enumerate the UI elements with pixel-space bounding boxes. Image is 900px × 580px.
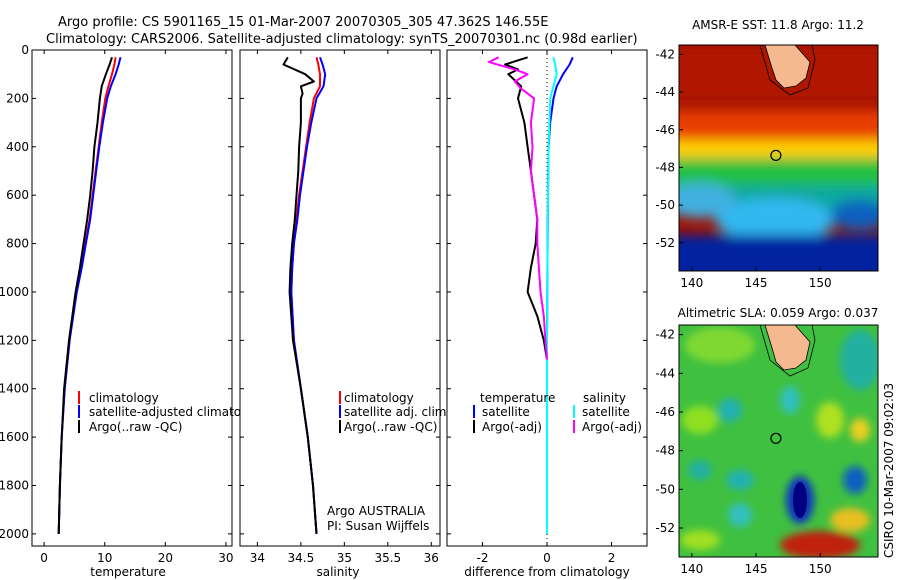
temperature-legend: climatology satellite-adjusted climatolo… [78, 391, 267, 434]
x-tick-label: 34 [250, 551, 265, 565]
temperature-series [57, 56, 122, 534]
salinity-x-axis: 34 34.5 35 35.5 36 [250, 50, 439, 565]
header-line-2: Climatology: CARS2006. Satellite-adjuste… [46, 32, 638, 47]
lon-tick-label: 150 [809, 562, 832, 576]
lat-tick-label: -46 [655, 405, 675, 419]
x-tick-label: 0 [40, 551, 48, 565]
argo-location-marker [770, 432, 782, 444]
salinity-legend: climatology satellite adj. clim. Argo(..… [339, 391, 450, 434]
x-tick-label: 2 [608, 551, 616, 565]
x-tick-label: 34.5 [288, 551, 315, 565]
lat-tick-label: -44 [655, 85, 675, 99]
lat-tick-label: -52 [655, 521, 675, 535]
series-line-salinity-satellite [546, 57, 558, 534]
legend-label-argo: Argo(..raw -QC) [89, 420, 182, 434]
legend-label-salinity-argo: Argo(-adj) [582, 420, 642, 434]
legend-header-salinity: salinity [583, 391, 626, 405]
difference-series [487, 56, 574, 534]
salinity-panel: 34 34.5 35 35.5 36 salinity climatology sate… [239, 49, 450, 579]
y-tick-label: 1600 [0, 430, 29, 444]
contour-icon [759, 45, 816, 96]
lon-tick-label: 140 [680, 276, 703, 290]
series-line-argo-raw-qc- [57, 56, 113, 534]
sst-map: AMSR-E SST: 11.8 Argo: 11.2 -42 -44 -46 -48… [655, 18, 879, 290]
legend-label-climatology: climatology [344, 391, 414, 405]
lat-tick-label: -50 [655, 482, 675, 496]
argo-location-marker [770, 149, 782, 161]
sst-map-frame [678, 44, 879, 272]
series-line-argo-raw-qc- [282, 56, 318, 534]
pi-label: PI: Susan Wijffels [327, 519, 429, 533]
lat-tick-label: -48 [655, 444, 675, 458]
legend-label-satellite: satellite adj. clim. [344, 405, 450, 419]
temperature-panel: 0 200 400 600 800 1000 1200 1400 1600 1800 2000 0 1… [0, 43, 267, 579]
header-line-1: Argo profile: CS 5901165_15 01-Mar-2007 … [58, 15, 548, 30]
x-tick-label: -2 [476, 551, 488, 565]
sla-map-axes: -42 -44 -46 -48 -50 -52 140 145 150 [655, 328, 831, 576]
lat-tick-label: -50 [655, 198, 675, 212]
temperature-x-axis: 0 10 20 30 [40, 50, 234, 565]
x-tick-label: 35.5 [374, 551, 401, 565]
lat-tick-label: -48 [655, 160, 675, 174]
sla-map-title: Altimetric SLA: 0.059 Argo: 0.037 [678, 306, 879, 320]
sst-map-axes: -42 -44 -46 -48 -50 -52 140 145 150 [655, 47, 831, 290]
y-tick-label: 1000 [0, 285, 29, 299]
salinity-plot-frame [239, 49, 441, 547]
contour-icon [759, 325, 816, 377]
temperature-plot-frame [31, 49, 233, 547]
x-tick-label: 20 [158, 551, 173, 565]
land-icon [764, 325, 811, 371]
x-tick-label: 36 [424, 551, 439, 565]
difference-depth-axis [447, 49, 647, 535]
y-tick-label: 1200 [0, 333, 29, 347]
lon-tick-label: 140 [680, 562, 703, 576]
legend-label-temperature-argo: Argo(-adj) [482, 420, 542, 434]
y-tick-label: 600 [6, 188, 29, 202]
lat-tick-label: -52 [655, 236, 675, 250]
sst-map-title: AMSR-E SST: 11.8 Argo: 11.2 [692, 18, 864, 32]
lon-tick-label: 145 [745, 276, 768, 290]
y-tick-label: 400 [6, 140, 29, 154]
sla-map-frame [678, 324, 879, 558]
x-tick-label: 30 [218, 551, 233, 565]
sst-field [679, 45, 878, 271]
series-line-salinity-argo-adj- [487, 56, 548, 360]
temperature-depth-axis: 0 200 400 600 800 1000 1200 1400 1600 1800 2000 [0, 43, 232, 541]
legend-label-salinity-satellite: satellite [582, 405, 630, 419]
legend-label-argo: Argo(..raw -QC) [344, 420, 437, 434]
lat-tick-label: -42 [655, 328, 675, 342]
x-tick-label: 35 [337, 551, 352, 565]
y-tick-label: 2000 [0, 527, 29, 541]
difference-panel: -2 0 2 difference from climatology tempera… [446, 49, 648, 579]
land-icon [764, 45, 811, 89]
difference-x-axis: -2 0 2 [476, 50, 615, 565]
lon-tick-label: 145 [745, 562, 768, 576]
institution-label: Argo AUSTRALIA [327, 504, 426, 518]
legend-label-climatology: climatology [89, 391, 159, 405]
sla-map: Altimetric SLA: 0.059 Argo: 0.037 [655, 306, 879, 576]
sla-field [679, 325, 878, 557]
x-tick-label: 0 [543, 551, 551, 565]
y-tick-label: 1800 [0, 479, 29, 493]
y-tick-label: 200 [6, 91, 29, 105]
lat-tick-label: -44 [655, 366, 675, 380]
difference-legend: temperature salinity satellite Argo(-adj… [473, 391, 642, 434]
temperature-x-label: temperature [90, 565, 165, 579]
y-tick-label: 0 [21, 43, 29, 57]
timestamp-label: CSIRO 10-Mar-2007 09:02:03 [882, 383, 896, 558]
salinity-x-label: salinity [316, 565, 359, 579]
salinity-series [282, 56, 327, 534]
lat-tick-label: -42 [655, 47, 675, 61]
lon-tick-label: 150 [809, 276, 832, 290]
difference-x-label: difference from climatology [464, 565, 630, 579]
lat-tick-label: -46 [655, 123, 675, 137]
legend-label-temperature-satellite: satellite [482, 405, 530, 419]
legend-label-satellite: satellite-adjusted climatology [89, 405, 267, 419]
y-tick-label: 800 [6, 237, 29, 251]
x-tick-label: 10 [97, 551, 112, 565]
legend-header-temperature: temperature [480, 391, 555, 405]
salinity-depth-axis [240, 49, 440, 535]
y-tick-label: 1400 [0, 382, 29, 396]
